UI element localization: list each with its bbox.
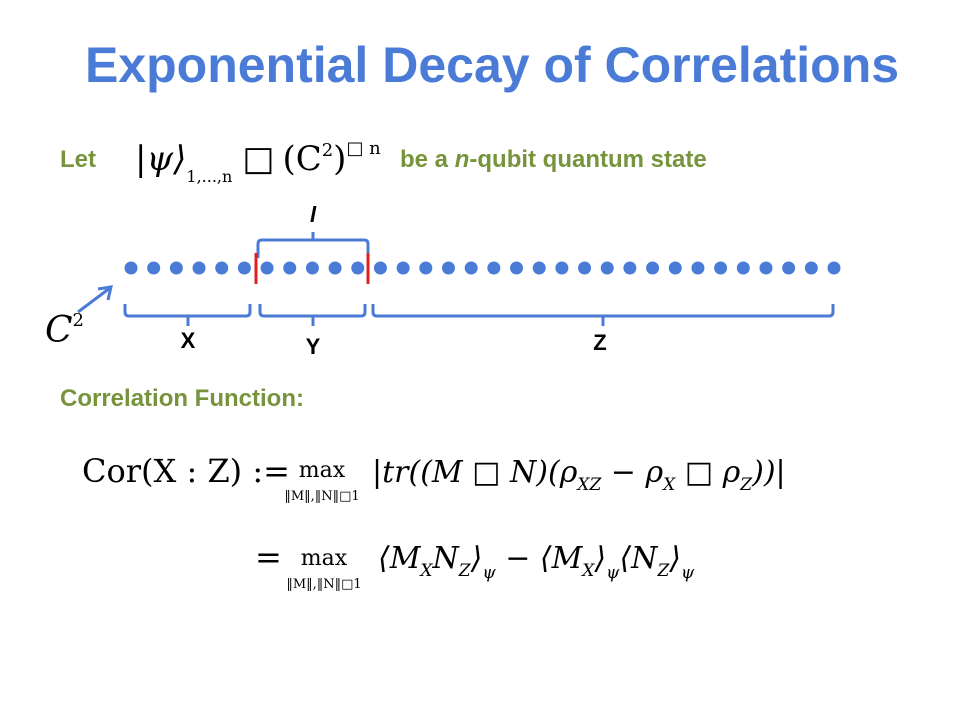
qubit-dot [759,261,773,275]
qubit-dot [600,261,614,275]
space-power: 2 [322,140,333,161]
t6: ⟨N [619,541,659,576]
qubit-dot [487,261,501,275]
qubit-dot [351,261,365,275]
qubit-dot [532,261,546,275]
intro-prefix: Let [60,146,96,173]
qubit-dot [215,261,229,275]
qubit-dot [623,261,637,275]
qubit-dot [464,261,478,275]
body-1: |tr((M □ N)(ρXZ − ρX □ ρZ))| [372,455,786,495]
intro-formula: |ψ⟩1,...,n □ (C2)□ n [135,138,381,186]
qubit-dot [283,261,297,275]
b2: − ρ [601,455,663,490]
qubit-dot [419,261,433,275]
suffix-1: be a [400,146,455,173]
bracket-l [256,232,370,258]
qubit-dot [260,261,274,275]
t7: ⟩ [668,541,681,576]
label-y: Y [306,334,321,359]
qubit-dot [373,261,387,275]
qubit-power: 2 [73,310,84,331]
b3: □ ρ [675,455,740,490]
b1: |tr((M □ N)(ρ [372,455,578,490]
u3: ψ [482,563,496,583]
s3: Z [739,475,753,495]
max-1: max [299,458,346,483]
qubit-dot [147,261,161,275]
u5: ψ [606,563,620,583]
qubit-space-c: C [45,310,73,351]
label-z: Z [593,330,606,355]
qubit-dot [192,261,206,275]
bracket-y [258,304,367,326]
state-sub: 1,...,n [186,167,232,186]
space: (C [282,139,321,179]
u2: Z [458,561,472,581]
t1: ⟨M [378,541,422,576]
b4: ))| [751,455,786,490]
qubit-dot [578,261,592,275]
t3: ⟩ [470,541,483,576]
u4: X [580,561,595,581]
s2: X [661,475,676,495]
bracket-z [371,304,835,326]
intro-suffix: be a n-qubit quantum state [400,146,707,173]
space-close: ) [333,139,346,179]
qubit-dot [714,261,728,275]
qubit-dot [169,261,183,275]
suffix-italic: n [455,146,470,173]
correlation-heading: Correlation Function: [60,385,304,412]
s1: XZ [575,475,602,495]
qubit-dot [804,261,818,275]
state: |ψ⟩ [135,139,186,179]
qubit-chain [124,261,841,275]
qubit-dot [305,261,319,275]
lhs: Cor(X : Z) := [82,452,290,490]
qubit-dot [124,261,138,275]
t4: − ⟨M [496,541,584,576]
qubit-dot [328,261,342,275]
u7: ψ [681,563,695,583]
constraint-1: ‖M‖,‖N‖□1 [284,489,359,504]
title: Exponential Decay of Correlations [85,37,899,93]
t2: N [432,541,461,576]
label-x: X [181,328,196,353]
qubit-dot [691,261,705,275]
qubit-dot [646,261,660,275]
eq: = [255,538,282,576]
qubit-dot [510,261,524,275]
u1: X [418,561,433,581]
arrow [77,285,113,314]
body-2: ⟨MXNZ⟩ψ − ⟨MX⟩ψ⟨NZ⟩ψ [378,541,695,583]
qubit-dot [396,261,410,275]
constraint-2: ‖M‖,‖N‖□1 [286,577,361,592]
qubit-dot [782,261,796,275]
suffix-2: -qubit quantum state [469,146,706,173]
qubit-dot [555,261,569,275]
qubit-dot [441,261,455,275]
u6: Z [656,561,670,581]
membership: □ [242,139,274,179]
bracket-x [123,304,252,326]
t5: ⟩ [593,541,606,576]
qubit-dot [668,261,682,275]
region-label: l [310,202,317,227]
qubit-dot [237,261,251,275]
tensor-power: □ n [346,138,381,159]
qubit-dot [736,261,750,275]
brackets [77,232,835,326]
max-2: max [301,546,348,571]
qubit-dot [827,261,841,275]
qubit-space: C2 [45,310,84,351]
